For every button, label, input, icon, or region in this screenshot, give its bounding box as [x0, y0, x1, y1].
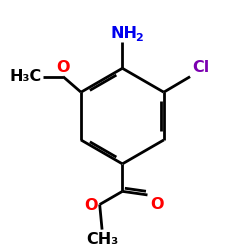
Text: O: O	[56, 60, 70, 75]
Text: NH: NH	[110, 26, 137, 41]
Text: 2: 2	[136, 33, 143, 43]
Text: CH₃: CH₃	[86, 232, 118, 247]
Text: O: O	[150, 197, 163, 212]
Text: O: O	[84, 198, 97, 213]
Text: H₃C: H₃C	[9, 69, 42, 84]
Text: Cl: Cl	[192, 60, 209, 76]
